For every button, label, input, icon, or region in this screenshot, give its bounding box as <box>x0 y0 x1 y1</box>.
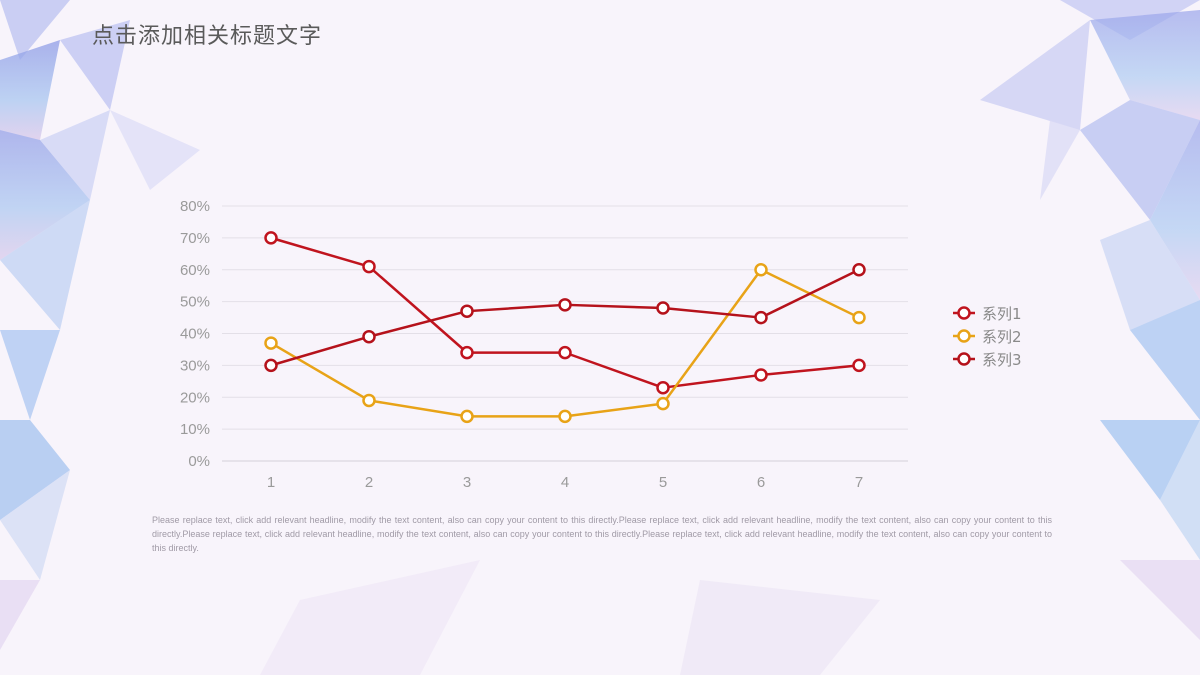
legend-label: 系列3 <box>982 351 1022 369</box>
axis-labels: 0% 10% 20% 30% 40% 50% 60% 70% 80% 1 2 3 4 5 6 7 <box>180 198 863 491</box>
series-3-point <box>754 310 768 325</box>
series-3-point <box>264 358 278 373</box>
series-3-point <box>362 329 376 344</box>
series-3-point <box>656 301 670 315</box>
x-tick-label: 2 <box>365 474 373 491</box>
series-1-point <box>362 259 376 274</box>
y-tick-label: 60% <box>180 262 210 279</box>
grid-lines <box>222 205 908 462</box>
legend-marker <box>957 329 971 343</box>
series-2-point <box>754 263 768 277</box>
slide-title: 点击添加相关标题文字 <box>92 24 323 49</box>
series-line-2 <box>270 268 860 418</box>
y-tick-label: 80% <box>180 198 210 215</box>
series-2-point <box>852 310 866 325</box>
body-text: Please replace text, click add relevant … <box>152 515 1052 553</box>
series-2-point <box>362 393 376 408</box>
y-tick-label: 50% <box>180 294 210 311</box>
series-3-point <box>852 263 866 277</box>
y-tick-label: 0% <box>188 453 210 470</box>
x-tick-label: 3 <box>463 474 471 491</box>
series-2-point <box>460 409 474 424</box>
legend-marker <box>957 352 971 366</box>
series-2-point <box>558 409 572 424</box>
y-tick-label: 40% <box>180 326 210 343</box>
x-tick-label: 4 <box>561 474 569 491</box>
series-3-point <box>558 298 572 312</box>
series-2-point <box>264 336 278 350</box>
legend-marker <box>957 306 971 320</box>
series-2-point <box>656 396 670 411</box>
series-3-point <box>460 304 474 318</box>
series-1-point <box>460 345 474 360</box>
y-tick-label: 70% <box>180 230 210 247</box>
y-tick-label: 20% <box>180 389 210 406</box>
series-1-point <box>264 231 278 245</box>
x-tick-label: 6 <box>757 474 765 491</box>
x-tick-label: 7 <box>855 474 863 491</box>
legend-label: 系列2 <box>982 328 1022 346</box>
series-1-point <box>656 380 670 395</box>
y-tick-label: 10% <box>180 421 210 438</box>
legend: 系列1 系列2 系列3 <box>953 305 1022 369</box>
series-1-point <box>558 345 572 360</box>
x-tick-label: 5 <box>659 474 667 491</box>
y-tick-label: 30% <box>180 357 210 374</box>
series-1-point <box>754 368 768 382</box>
x-tick-label: 1 <box>267 474 275 491</box>
legend-label: 系列1 <box>982 305 1022 323</box>
series-lines <box>264 231 866 424</box>
series-1-point <box>852 358 866 373</box>
